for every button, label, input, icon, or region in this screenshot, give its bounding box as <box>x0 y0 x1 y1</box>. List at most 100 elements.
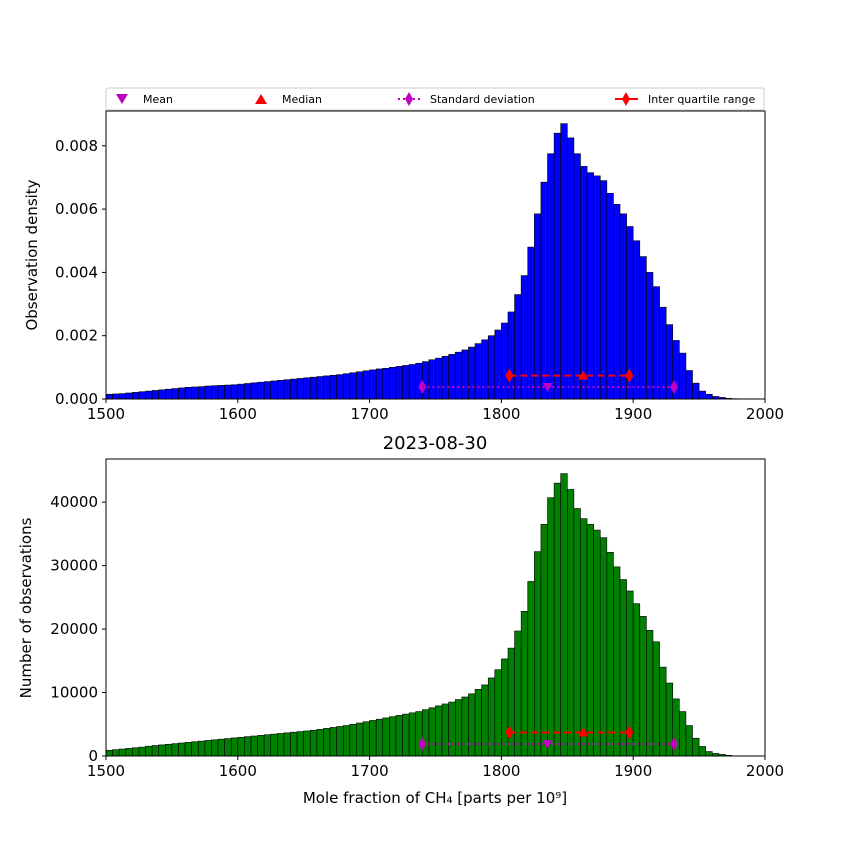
histogram-bar <box>573 153 581 400</box>
stat-markers <box>418 725 679 751</box>
median-marker <box>578 727 589 737</box>
histogram-bar <box>132 392 140 400</box>
x-tick-label: 1900 <box>614 405 652 423</box>
histogram-bar <box>145 390 153 400</box>
histogram-bar <box>586 172 594 400</box>
histogram-bar <box>316 376 324 400</box>
histogram-bar <box>171 388 179 400</box>
histogram-bar <box>158 389 166 400</box>
histogram-bar <box>527 581 535 757</box>
mean-marker <box>542 739 553 749</box>
histogram-bar <box>402 365 410 400</box>
y-tick-label: 0.006 <box>55 200 98 218</box>
iqr-low-marker <box>505 368 514 383</box>
histogram-bar <box>679 352 687 400</box>
histogram-bar <box>534 213 542 400</box>
legend-entry-iqr: Inter quartile range <box>615 92 755 106</box>
histogram-bar <box>290 378 298 400</box>
histogram-bar <box>250 382 258 400</box>
histogram-bar <box>566 137 575 400</box>
histogram-bar <box>428 707 436 757</box>
histogram-bar <box>349 372 357 400</box>
histogram-bar <box>487 335 496 400</box>
histogram-bar <box>204 740 212 757</box>
histogram-bar <box>323 375 331 400</box>
x-tick-label: 1700 <box>351 405 389 423</box>
histogram-bar <box>184 742 192 757</box>
histogram-bar <box>356 722 364 757</box>
iqr-diamond-icon <box>622 92 630 106</box>
histogram-bar <box>178 387 186 400</box>
histogram-bar <box>652 286 660 400</box>
histogram-bar <box>138 746 146 757</box>
histogram-bar <box>211 385 219 400</box>
density-histogram: Observation density 1500 1600 1700 1800 1900… <box>23 110 784 423</box>
histogram-bar <box>250 735 258 757</box>
histogram-bar <box>415 362 423 400</box>
histogram-bar <box>613 566 621 757</box>
histogram-bar <box>547 497 555 757</box>
histogram-bar <box>211 739 219 757</box>
histogram-bar <box>659 306 667 400</box>
histogram-bar <box>389 716 397 757</box>
histogram-bar <box>342 373 351 400</box>
histogram-bar <box>395 715 403 757</box>
histogram-bar <box>494 329 502 400</box>
histogram-bar <box>659 666 667 757</box>
histogram-bar <box>270 733 278 757</box>
histogram-bar <box>336 726 344 757</box>
histogram-bar <box>408 712 417 757</box>
histogram-bar <box>296 378 304 400</box>
histogram-bar <box>151 745 160 757</box>
x-tick-label: 1600 <box>219 405 257 423</box>
histogram-bar <box>507 647 515 757</box>
histogram-bar <box>619 579 627 757</box>
x-tick-label: 1900 <box>614 762 652 780</box>
x-tick-label: 1600 <box>219 762 257 780</box>
histogram-bar <box>184 386 192 400</box>
histogram-bar <box>514 294 522 400</box>
histogram-bar <box>145 745 153 757</box>
x-tick-label: 2000 <box>746 762 784 780</box>
histogram-bar <box>566 489 575 757</box>
histogram-bar <box>679 711 687 757</box>
histogram-bar <box>534 551 542 757</box>
histogram-bar <box>237 736 245 757</box>
histogram-bar <box>448 701 456 757</box>
histogram-bar <box>553 482 562 757</box>
histogram-bar <box>692 737 700 757</box>
legend: Mean Median Standard deviation Inter qua… <box>105 87 765 111</box>
legend-label-median: Median <box>282 93 322 106</box>
histogram-bar <box>599 180 608 400</box>
y-axis-label-density: Observation density <box>23 179 41 330</box>
histogram-bar <box>599 537 608 757</box>
std-high-marker <box>670 736 679 751</box>
y-axis-label-count: Number of observations <box>17 517 35 698</box>
histogram-bar <box>481 684 489 757</box>
histogram-bar <box>580 518 588 757</box>
histogram-bar <box>639 616 647 757</box>
histogram-bar <box>165 743 173 757</box>
histogram-bar <box>342 725 351 757</box>
legend-entry-median: Median <box>255 93 322 106</box>
histogram-bar <box>125 748 133 757</box>
y-tick-label: 0.000 <box>55 390 98 408</box>
histogram-bar <box>197 740 206 757</box>
legend-frame <box>105 87 765 111</box>
histogram-bar <box>118 748 127 757</box>
histogram-bar <box>336 374 344 400</box>
histogram-bar <box>105 393 113 400</box>
iqr-low-marker <box>505 725 514 740</box>
histogram-bar <box>454 699 463 757</box>
histogram-bar <box>309 729 318 757</box>
histogram-bar <box>606 551 614 757</box>
histogram-bar <box>277 733 285 757</box>
histogram-bar <box>158 744 166 757</box>
histogram-bar <box>692 382 700 400</box>
histogram-bar <box>461 696 469 757</box>
histogram-bar <box>375 718 384 757</box>
histogram-bar <box>224 384 232 400</box>
histogram-bar <box>474 689 482 757</box>
histogram-bar <box>309 376 318 400</box>
histogram-bar <box>468 346 476 400</box>
